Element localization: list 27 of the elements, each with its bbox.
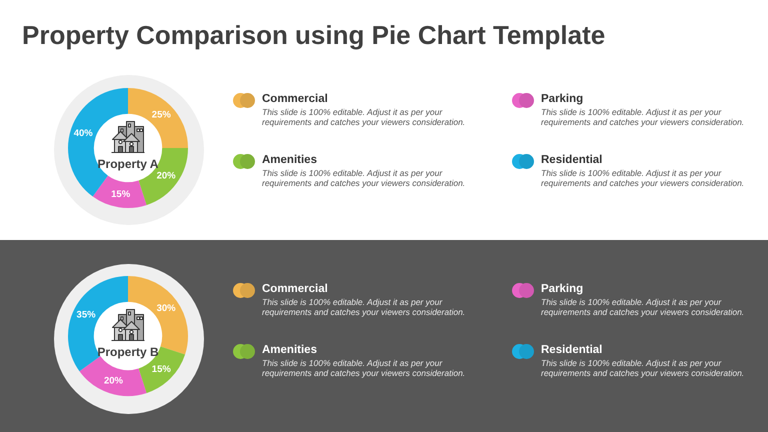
legend-label: Residential — [541, 343, 602, 357]
text: This slide is 100% editable. Adjust it as per your requirements and catches your viewers consideration. — [262, 297, 466, 317]
legend-label: Residential — [541, 153, 602, 167]
legend-label: Amenities — [262, 153, 317, 167]
legend-label: Commercial — [262, 92, 328, 106]
text: Property A — [96, 157, 160, 171]
data-label: 20% — [104, 375, 124, 386]
text: This slide is 100% editable. Adjust it as per your requirements and catches your viewers consideration. — [262, 107, 466, 127]
text: This slide is 100% editable. Adjust it as per your requirements and catches your viewers consideration. — [541, 358, 746, 378]
text: This slide is 100% editable. Adjust it as per your requirements and catches your viewers consideration. — [541, 297, 746, 317]
text: This slide is 100% editable. Adjust it as per your requirements and catches your viewers consideration. — [541, 168, 746, 188]
data-label: 15% — [111, 189, 131, 200]
text: This slide is 100% editable. Adjust it as per your requirements and catches your viewers consideration. — [262, 358, 466, 378]
legend-label: Parking — [541, 92, 584, 106]
text: Property B — [96, 345, 160, 359]
data-label: 35% — [76, 309, 96, 320]
data-label: 20% — [156, 170, 176, 182]
data-label: 25% — [152, 109, 172, 120]
legend-label: Amenities — [262, 343, 317, 357]
text: This slide is 100% editable. Adjust it as per your requirements and catches your viewers consideration. — [541, 107, 746, 127]
data-label: 40% — [74, 128, 94, 140]
data-label: 15% — [152, 364, 172, 375]
legend-label: Parking — [541, 282, 584, 296]
data-label: 30% — [156, 302, 176, 314]
legend-label: Commercial — [262, 282, 328, 296]
text: This slide is 100% editable. Adjust it as per your requirements and catches your viewers consideration. — [262, 168, 466, 188]
chart-title: Property Comparison using Pie Chart Template — [22, 20, 606, 50]
